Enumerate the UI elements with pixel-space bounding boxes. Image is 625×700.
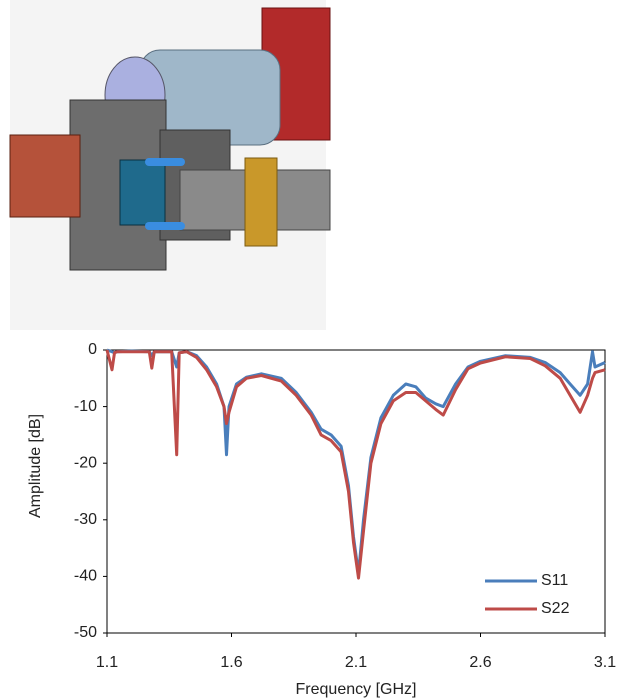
x-tick-label: 3.1 [594,654,616,671]
chart: Amplitude [dB] Frequency [GHz] 0 -10 -20 -3… [0,335,625,700]
legend-label: S11 [541,572,568,589]
x-tick-label: 2.1 [345,654,367,671]
x-tick-label: 1.1 [96,654,118,671]
legend-label: S22 [541,600,570,617]
y-tick-label: -40 [74,568,97,585]
y-axis-label: Amplitude [dB] [27,414,44,518]
series-line [107,350,605,578]
y-tick-label: -30 [74,511,97,528]
x-tick-label: 2.6 [469,654,491,671]
y-tick-label: -20 [74,454,97,471]
series-line [107,350,605,574]
y-tick-label: -50 [74,624,97,641]
x-axis-label: Frequency [GHz] [296,681,417,698]
y-tick-label: -10 [74,398,97,415]
y-tick-label: 0 [88,341,97,358]
x-tick-label: 1.6 [220,654,242,671]
page: Amplitude [dB] Frequency [GHz] 0 -10 -20 -3… [0,0,625,700]
plot-frame [107,350,605,633]
device-render [0,0,625,335]
